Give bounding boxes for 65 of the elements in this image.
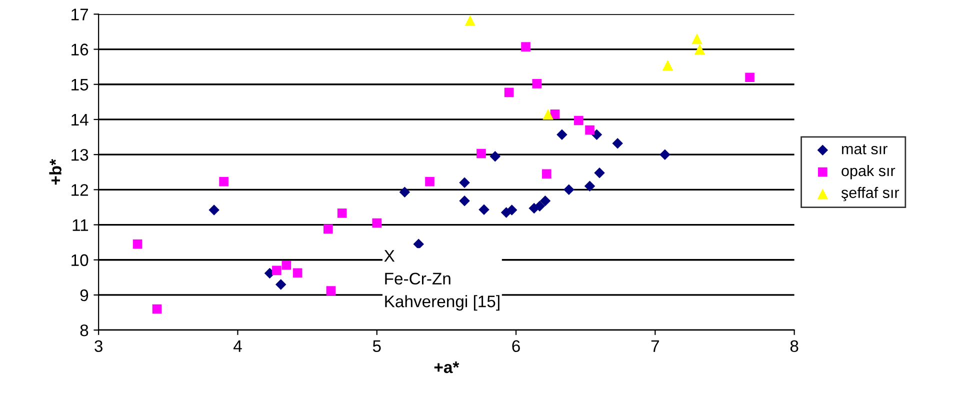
point: [413, 238, 424, 250]
point: [464, 15, 476, 26]
point: [459, 177, 470, 188]
point: [504, 88, 514, 98]
point: [326, 286, 336, 296]
point: [324, 224, 333, 234]
y-tick-label: 17: [72, 8, 88, 20]
legend-label: mat sır: [842, 144, 888, 154]
point: [292, 268, 302, 278]
y-tick-label: 9: [80, 289, 88, 302]
point: [585, 125, 594, 135]
y-tick-label: 15: [72, 78, 88, 91]
legend-label: opak sır: [842, 164, 896, 180]
y-tick-label: 12: [72, 184, 88, 196]
point: [540, 196, 551, 206]
point: [660, 149, 670, 160]
point: [542, 169, 552, 179]
point: [534, 200, 546, 212]
x-axis-title: +a*: [434, 362, 460, 374]
point: [275, 279, 286, 290]
point: [476, 148, 486, 158]
point: [425, 176, 434, 186]
y-tick-label: 16: [72, 44, 88, 56]
y-tick-label: 13: [72, 148, 88, 161]
point: [152, 304, 162, 314]
y-tick-label: 14: [72, 114, 88, 126]
point: [542, 108, 554, 120]
point: [506, 204, 518, 216]
x-tick-label: 8: [790, 340, 798, 352]
point: [132, 239, 142, 249]
point: [692, 33, 702, 44]
y-axis-title: +b*: [49, 158, 62, 185]
y-tick-label: 10: [72, 254, 88, 266]
point: [556, 129, 568, 140]
point: [532, 79, 542, 88]
point: [490, 150, 501, 162]
annotation: X Fe-Cr-Zn Kahverengi [15]: [384, 250, 500, 311]
point: [282, 260, 292, 270]
point: [612, 138, 623, 149]
point: [584, 180, 596, 192]
point: [745, 72, 754, 82]
point: [272, 266, 282, 276]
x-tick-label: 6: [512, 340, 520, 352]
y-tick-label: 11: [72, 219, 88, 231]
point: [208, 204, 220, 216]
point: [564, 184, 574, 196]
point: [337, 208, 347, 218]
point: [594, 167, 605, 178]
point: [694, 44, 706, 55]
point: [591, 129, 602, 140]
point: [459, 196, 470, 206]
x-tick-label: 3: [94, 340, 102, 352]
legend-label: şeffaf sır: [841, 186, 900, 202]
point: [399, 186, 410, 198]
point: [219, 176, 228, 186]
point: [372, 218, 382, 228]
point: [662, 60, 674, 70]
point: [550, 110, 560, 119]
y-tick-label: 8: [80, 324, 88, 336]
x-tick-label: 5: [372, 340, 381, 352]
x-tick-label: 7: [651, 340, 659, 352]
point: [521, 42, 530, 52]
point: [478, 204, 490, 216]
x-tick-label: 4: [233, 340, 242, 352]
point: [574, 116, 584, 126]
